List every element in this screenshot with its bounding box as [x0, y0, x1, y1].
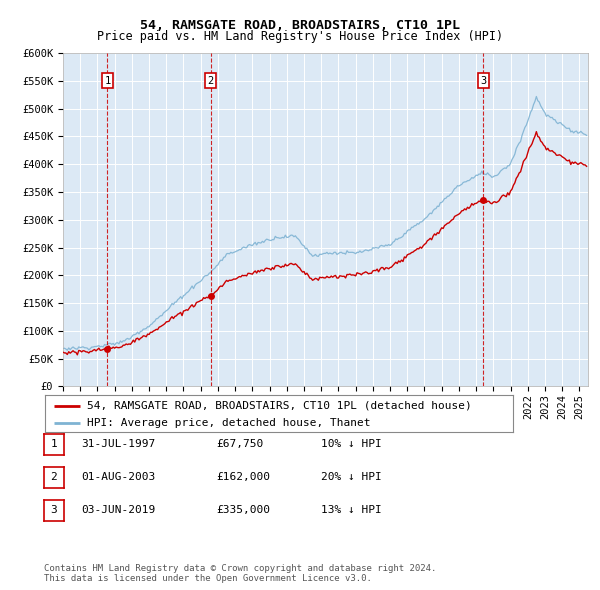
Text: 54, RAMSGATE ROAD, BROADSTAIRS, CT10 1PL (detached house): 54, RAMSGATE ROAD, BROADSTAIRS, CT10 1PL…	[87, 401, 472, 411]
Text: 31-JUL-1997: 31-JUL-1997	[81, 439, 155, 448]
Text: HPI: Average price, detached house, Thanet: HPI: Average price, detached house, Than…	[87, 418, 371, 428]
Text: 20% ↓ HPI: 20% ↓ HPI	[321, 472, 382, 481]
Text: Contains HM Land Registry data © Crown copyright and database right 2024.
This d: Contains HM Land Registry data © Crown c…	[44, 563, 436, 583]
Text: 10% ↓ HPI: 10% ↓ HPI	[321, 439, 382, 448]
Text: 2: 2	[208, 76, 214, 86]
Text: £335,000: £335,000	[216, 505, 270, 514]
Text: 54, RAMSGATE ROAD, BROADSTAIRS, CT10 1PL: 54, RAMSGATE ROAD, BROADSTAIRS, CT10 1PL	[140, 19, 460, 32]
Text: £67,750: £67,750	[216, 439, 263, 448]
Text: 03-JUN-2019: 03-JUN-2019	[81, 505, 155, 514]
Text: 13% ↓ HPI: 13% ↓ HPI	[321, 505, 382, 514]
Text: £162,000: £162,000	[216, 472, 270, 481]
Text: 1: 1	[104, 76, 110, 86]
Text: 01-AUG-2003: 01-AUG-2003	[81, 472, 155, 481]
Text: 3: 3	[480, 76, 487, 86]
Text: 3: 3	[50, 506, 57, 515]
Text: Price paid vs. HM Land Registry's House Price Index (HPI): Price paid vs. HM Land Registry's House …	[97, 30, 503, 43]
Text: 2: 2	[50, 473, 57, 482]
Text: 1: 1	[50, 440, 57, 449]
